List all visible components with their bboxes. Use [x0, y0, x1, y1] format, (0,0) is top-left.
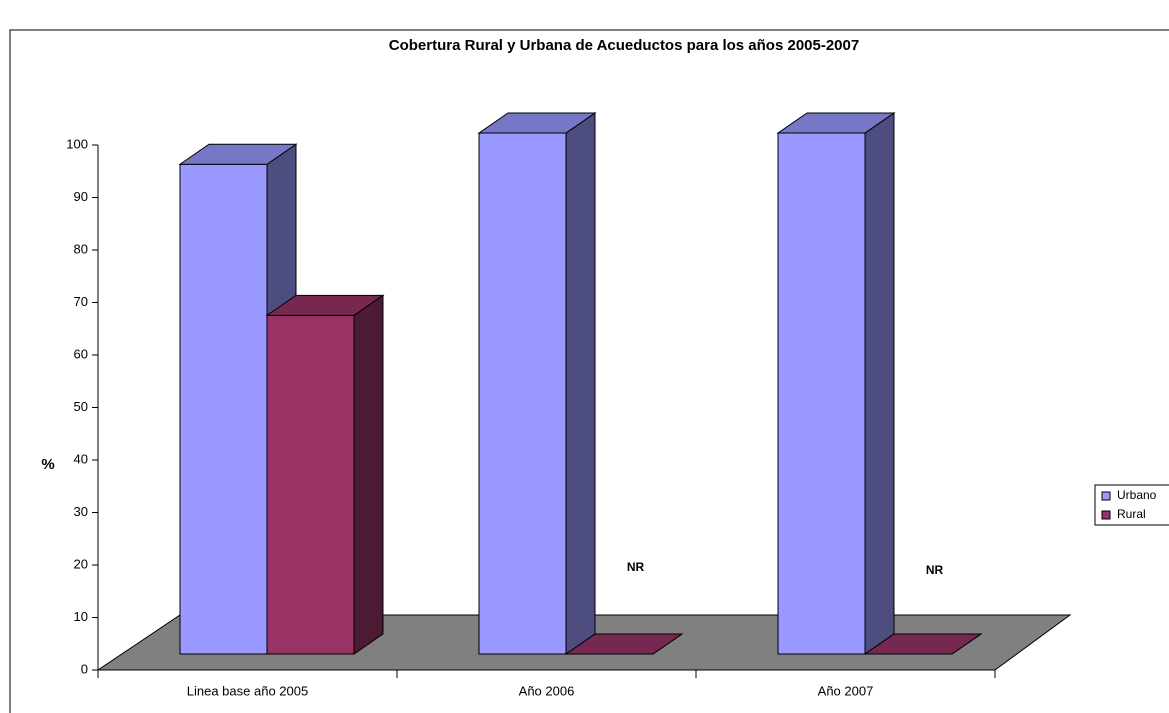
bar-front	[478, 132, 567, 655]
y-tick-label: 60	[74, 346, 88, 361]
bar-side	[565, 112, 596, 655]
x-tick-label: Año 2007	[818, 683, 874, 698]
bar-front	[777, 132, 866, 655]
legend-swatch	[1101, 510, 1111, 520]
y-tick-label: 10	[74, 609, 88, 624]
bar-top	[265, 294, 385, 316]
y-tick-label: 90	[74, 189, 88, 204]
bar	[863, 633, 983, 655]
y-tick-label: 80	[74, 241, 88, 256]
y-tick-label: 30	[74, 504, 88, 519]
chart-title: Cobertura Rural y Urbana de Acueductos p…	[389, 37, 859, 54]
bar-top	[776, 112, 896, 134]
value-label: NR	[926, 563, 944, 577]
bar-front	[266, 314, 355, 655]
y-axis-label: %	[41, 456, 54, 473]
bar-top	[863, 633, 983, 655]
bar-front	[179, 163, 268, 655]
bar	[265, 294, 385, 655]
y-tick-label: 50	[74, 399, 88, 414]
y-tick-label: 100	[66, 136, 88, 151]
bar	[477, 112, 597, 655]
legend-label: Rural	[1117, 507, 1146, 521]
bar-top	[564, 633, 684, 655]
legend-swatch	[1101, 491, 1111, 501]
legend-label: Urbano	[1117, 488, 1157, 502]
y-tick-label: 40	[74, 451, 88, 466]
x-tick-label: Año 2006	[519, 683, 575, 698]
bar-top	[477, 112, 597, 134]
value-label: NR	[627, 560, 645, 574]
bar-side	[864, 112, 895, 655]
bar-top	[178, 143, 298, 165]
bar	[776, 112, 896, 655]
x-tick-label: Linea base año 2005	[187, 683, 308, 698]
y-tick-label: 70	[74, 294, 88, 309]
bar-side	[353, 294, 384, 655]
y-tick-label: 0	[81, 661, 88, 676]
bar	[564, 633, 684, 655]
y-tick-label: 20	[74, 556, 88, 571]
